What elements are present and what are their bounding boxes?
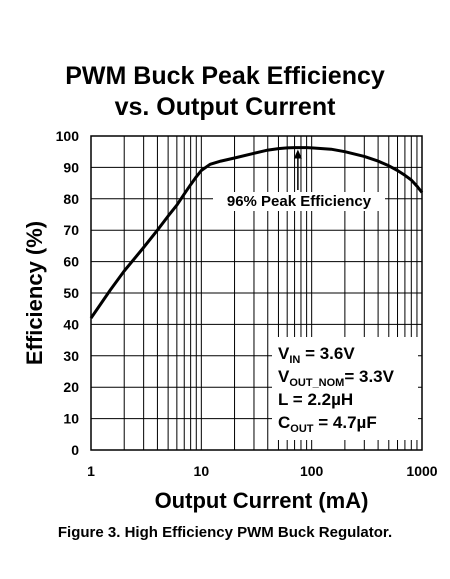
y-tick-label: 40 [63, 316, 79, 332]
chart-subtitle: vs. Output Current [114, 93, 336, 121]
y-tick-label: 30 [63, 348, 79, 364]
conditions-box [272, 337, 418, 440]
annotation-arrowhead [293, 149, 302, 159]
annotation-background [213, 192, 385, 211]
y-tick-label: 10 [63, 411, 79, 427]
chart-title: PWM Buck Peak Efficiency [65, 62, 385, 90]
y-tick-label: 20 [63, 379, 79, 395]
x-tick-label: 1000 [406, 463, 437, 479]
figure-caption: Figure 3. High Efficiency PWM Buck Regul… [57, 524, 393, 541]
y-tick-label: 80 [63, 191, 79, 207]
operating-condition: COUT = 4.7µF [278, 413, 377, 435]
x-axis-label: Output Current (mA) [155, 488, 369, 513]
operating-condition: VOUT_NOM= 3.3V [278, 367, 395, 389]
y-tick-label: 60 [63, 254, 79, 270]
x-tick-label: 10 [194, 463, 210, 479]
operating-condition: L = 2.2µH [278, 390, 353, 409]
y-tick-label: 70 [63, 222, 79, 238]
operating-condition: VIN = 3.6V [278, 344, 355, 366]
y-tick-label: 100 [56, 128, 80, 144]
y-tick-label: 90 [63, 159, 79, 175]
x-tick-label: 1 [87, 463, 95, 479]
y-tick-label: 50 [63, 285, 79, 301]
y-axis-label: Efficiency (%) [22, 221, 47, 365]
x-tick-label: 100 [300, 463, 324, 479]
efficiency-curve [89, 146, 424, 319]
plot-frame [90, 135, 423, 451]
y-tick-label: 0 [71, 442, 79, 458]
peak-annotation: 96% Peak Efficiency [227, 193, 372, 210]
